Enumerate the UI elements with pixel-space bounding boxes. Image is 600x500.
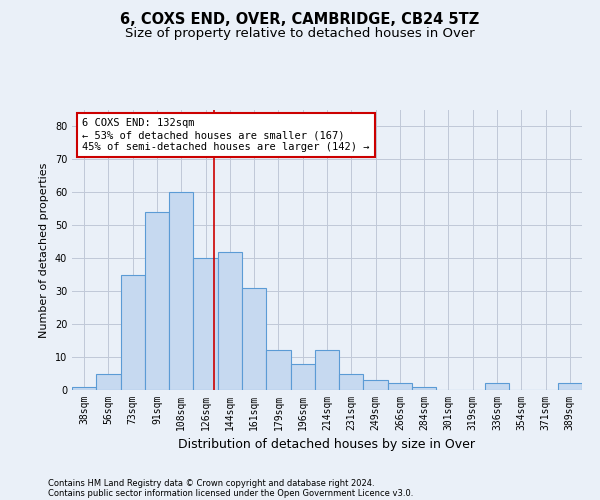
Bar [193,258,218,390]
Bar [266,350,290,390]
X-axis label: Distribution of detached houses by size in Over: Distribution of detached houses by size … [179,438,476,452]
Bar [388,384,412,390]
Text: Size of property relative to detached houses in Over: Size of property relative to detached ho… [125,28,475,40]
Bar [558,384,582,390]
Text: Contains HM Land Registry data © Crown copyright and database right 2024.: Contains HM Land Registry data © Crown c… [48,478,374,488]
Text: 6 COXS END: 132sqm
← 53% of detached houses are smaller (167)
45% of semi-detach: 6 COXS END: 132sqm ← 53% of detached hou… [82,118,370,152]
Bar [72,386,96,390]
Bar [145,212,169,390]
Text: Contains public sector information licensed under the Open Government Licence v3: Contains public sector information licen… [48,488,413,498]
Bar [121,274,145,390]
Bar [339,374,364,390]
Bar [242,288,266,390]
Bar [412,386,436,390]
Bar [364,380,388,390]
Bar [290,364,315,390]
Bar [485,384,509,390]
Bar [96,374,121,390]
Y-axis label: Number of detached properties: Number of detached properties [39,162,49,338]
Bar [315,350,339,390]
Bar [218,252,242,390]
Bar [169,192,193,390]
Text: 6, COXS END, OVER, CAMBRIDGE, CB24 5TZ: 6, COXS END, OVER, CAMBRIDGE, CB24 5TZ [121,12,479,28]
